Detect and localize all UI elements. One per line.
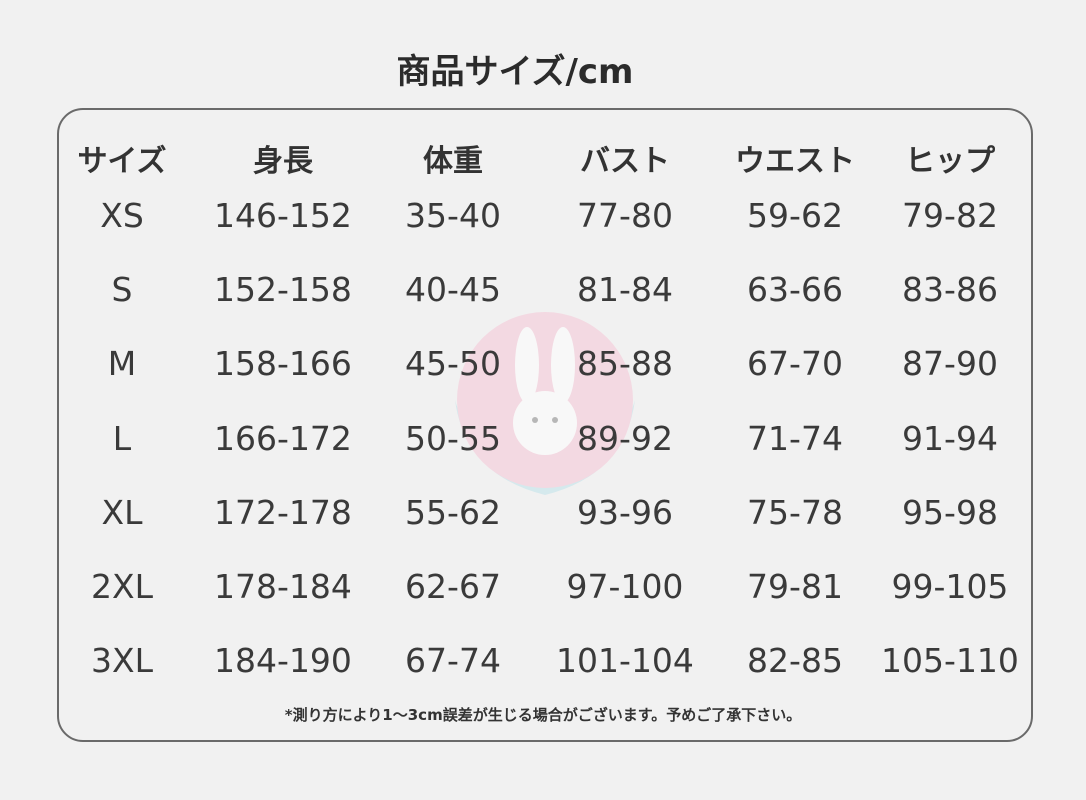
cell-waist: 67-70 [747, 344, 843, 384]
cell-weight: 62-67 [405, 567, 501, 606]
cell-size: L [112, 418, 132, 458]
cell-weight: 55-62 [405, 492, 501, 532]
header-weight: 体重 [423, 144, 483, 179]
cell-height: 152-158 [214, 270, 352, 310]
cell-hip: 87-90 [902, 344, 998, 384]
cell-waist: 79-81 [747, 567, 843, 606]
cell-height: 178-184 [214, 567, 352, 606]
cell-hip: 91-94 [902, 418, 998, 458]
cell-bust: 93-96 [577, 492, 673, 532]
cell-size: 2XL [91, 567, 153, 606]
header-waist: ウエスト [735, 144, 855, 179]
cell-waist: 63-66 [747, 270, 843, 310]
cell-weight: 40-45 [405, 270, 501, 310]
cell-bust: 77-80 [577, 196, 673, 235]
cell-waist: 71-74 [747, 418, 843, 458]
header-bust: バスト [580, 144, 670, 179]
size-table [57, 108, 1033, 742]
cell-hip: 99-105 [891, 567, 1009, 606]
cell-weight: 45-50 [405, 344, 501, 384]
cell-bust: 97-100 [566, 567, 684, 606]
measurement-note: *測り方により1～3cm誤差が生じる場合がございます。予めご了承下さい。 [284, 706, 802, 724]
cell-bust: 85-88 [577, 344, 673, 384]
cell-height: 158-166 [214, 344, 352, 384]
cell-size: M [107, 344, 137, 384]
cell-height: 166-172 [214, 418, 352, 458]
cell-waist: 82-85 [747, 641, 843, 681]
cell-weight: 67-74 [405, 641, 501, 681]
header-height: 身長 [253, 144, 313, 179]
cell-hip: 83-86 [902, 270, 998, 310]
cell-height: 172-178 [214, 492, 352, 532]
cell-bust: 89-92 [577, 418, 673, 458]
cell-weight: 35-40 [405, 196, 501, 235]
header-hip: ヒップ [905, 144, 995, 179]
page-title: 商品サイズ/cm [396, 52, 634, 92]
cell-size: 3XL [91, 641, 153, 681]
cell-waist: 75-78 [747, 492, 843, 532]
cell-hip: 105-110 [881, 641, 1019, 681]
header-size: サイズ [77, 144, 167, 179]
cell-size: XL [101, 492, 143, 532]
cell-size: S [111, 270, 133, 310]
rabbit-logo-watermark [455, 312, 635, 495]
cell-size: XS [100, 196, 144, 235]
cell-hip: 95-98 [902, 492, 998, 532]
cell-weight: 50-55 [405, 418, 501, 458]
cell-bust: 81-84 [577, 270, 673, 310]
cell-hip: 79-82 [902, 196, 998, 235]
cell-height: 146-152 [214, 196, 352, 235]
cell-height: 184-190 [214, 641, 352, 681]
cell-bust: 101-104 [556, 641, 694, 681]
cell-waist: 59-62 [747, 196, 843, 235]
